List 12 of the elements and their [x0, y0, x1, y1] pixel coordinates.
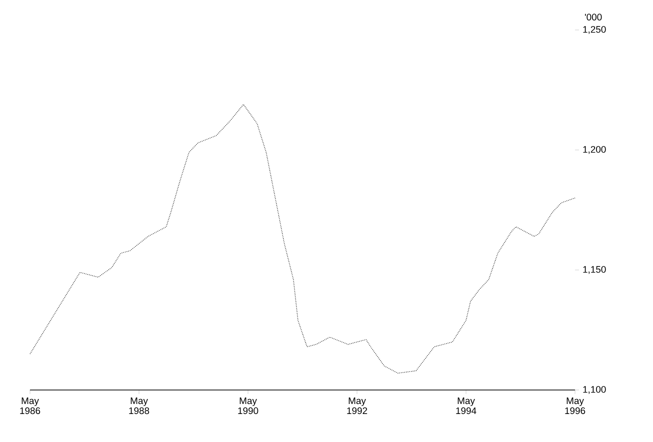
y-tick-label: 1,200	[583, 146, 606, 154]
y-tick-label: 1,250	[583, 26, 606, 34]
y-tick-label: 1,100	[583, 386, 606, 394]
x-tick-label: May 1994	[456, 398, 476, 414]
line-series	[30, 104, 576, 374]
x-tick-label: May 1986	[20, 398, 40, 414]
x-tick-label: May 1988	[129, 398, 150, 414]
x-tick-label: May 1996	[565, 398, 586, 414]
x-tick-label: May 1990	[238, 398, 258, 414]
y-tick-label: 1,150	[583, 266, 606, 274]
y-axis-title: '000	[585, 14, 602, 20]
x-tick-label: May 1992	[347, 398, 368, 414]
